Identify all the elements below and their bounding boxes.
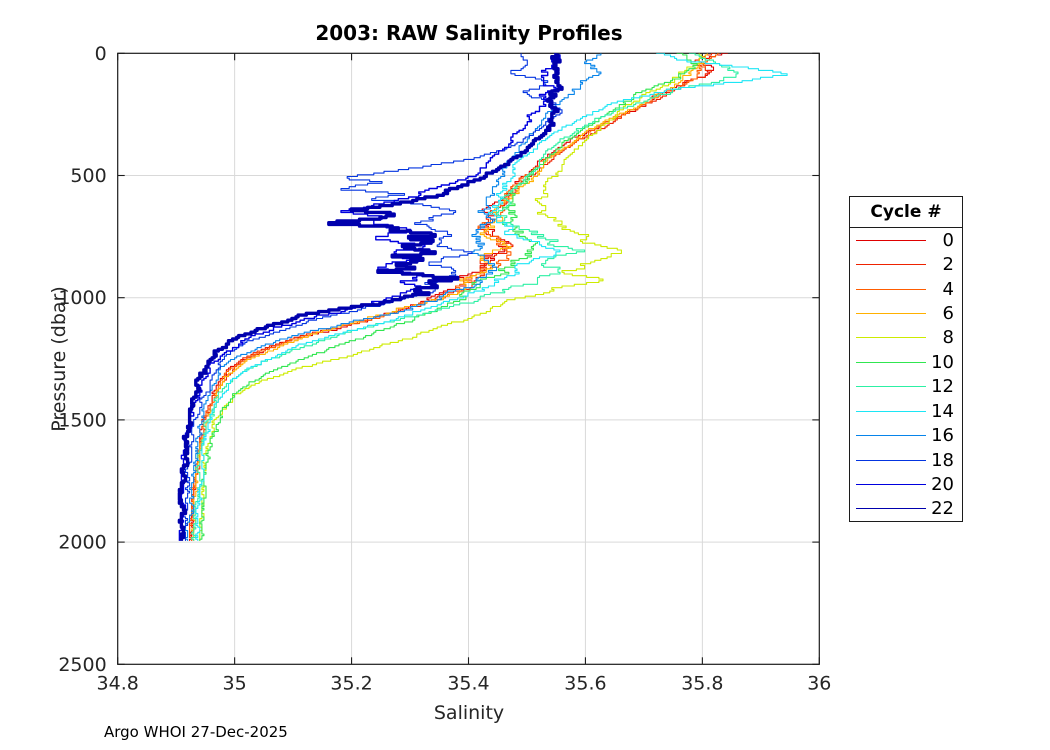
y-tick-label: 500 — [70, 165, 106, 187]
legend-label: 2 — [942, 254, 954, 276]
legend-title: Cycle # — [850, 197, 962, 228]
legend-item-2: 2 — [850, 252, 962, 276]
legend-label: 8 — [942, 327, 954, 349]
legend-item-18: 18 — [850, 448, 962, 472]
legend-item-20: 20 — [850, 472, 962, 496]
legend-box: Cycle # 0 2 4 6 8 10 12 14 16 18 20 22 — [849, 196, 963, 522]
legend-label: 10 — [931, 351, 954, 373]
legend-label: 6 — [942, 302, 954, 324]
legend-rows: 0 2 4 6 8 10 12 14 16 18 20 22 — [850, 228, 962, 521]
x-tick-label: 35.8 — [681, 672, 723, 694]
legend-label: 22 — [931, 498, 954, 520]
profile-line-cycle-8 — [199, 53, 704, 541]
y-tick-label: 2000 — [58, 532, 106, 554]
x-tick-label: 36 — [807, 672, 831, 694]
y-tick-label: 1500 — [58, 409, 106, 431]
legend-swatch — [856, 337, 926, 339]
legend-label: 12 — [931, 376, 954, 398]
legend-item-4: 4 — [850, 277, 962, 301]
legend-label: 0 — [942, 229, 954, 251]
legend-swatch — [856, 483, 926, 485]
profile-line-cycle-0 — [189, 53, 728, 541]
profile-line-cycle-4 — [189, 53, 720, 541]
y-tick-label: 2500 — [58, 654, 106, 676]
profile-line-cycle-10 — [199, 53, 698, 541]
legend-swatch — [856, 459, 926, 461]
profile-line-cycle-18 — [182, 53, 563, 541]
legend-swatch — [856, 239, 926, 241]
x-axis-label: Salinity — [433, 702, 505, 724]
legend-label: 14 — [931, 400, 954, 422]
x-tick-label: 34.8 — [97, 672, 139, 694]
legend-item-14: 14 — [850, 399, 962, 423]
legend-label: 18 — [931, 449, 954, 471]
legend-swatch — [856, 361, 926, 363]
legend-swatch — [856, 264, 926, 266]
x-tick-label: 35.4 — [447, 672, 489, 694]
x-tick-label: 35.6 — [564, 672, 606, 694]
chart-title: 2003: RAW Salinity Profiles — [315, 21, 623, 45]
legend-item-8: 8 — [850, 326, 962, 350]
profile-line-cycle-6 — [191, 53, 708, 541]
profile-line-cycle-16 — [184, 53, 602, 541]
legend-item-10: 10 — [850, 350, 962, 374]
legend-swatch — [856, 312, 926, 314]
profile-line-cycle-12 — [191, 53, 739, 541]
legend-swatch — [856, 508, 926, 510]
profile-line-cycle-20 — [178, 53, 561, 541]
legend-swatch — [856, 435, 926, 437]
annotation-text: Argo WHOI 27-Dec-2025 — [104, 723, 288, 741]
legend-item-0: 0 — [850, 228, 962, 252]
legend-item-12: 12 — [850, 375, 962, 399]
y-axis-label: Pressure (dbar) — [48, 286, 70, 432]
legend-item-22: 22 — [850, 497, 962, 521]
legend-swatch — [856, 288, 926, 290]
legend-item-16: 16 — [850, 423, 962, 447]
y-tick-label: 1000 — [58, 287, 106, 309]
legend-swatch — [856, 410, 926, 412]
legend-label: 20 — [931, 473, 954, 495]
y-tick-label: 0 — [95, 43, 107, 65]
legend-label: 16 — [931, 425, 954, 447]
legend-item-6: 6 — [850, 301, 962, 325]
profile-line-cycle-22 — [177, 53, 564, 541]
x-tick-label: 35 — [223, 672, 247, 694]
legend-label: 4 — [942, 278, 954, 300]
profile-line-cycle-14 — [195, 53, 788, 541]
profile-line-cycle-2 — [189, 53, 716, 541]
x-tick-label: 35.2 — [330, 672, 372, 694]
legend-swatch — [856, 386, 926, 388]
